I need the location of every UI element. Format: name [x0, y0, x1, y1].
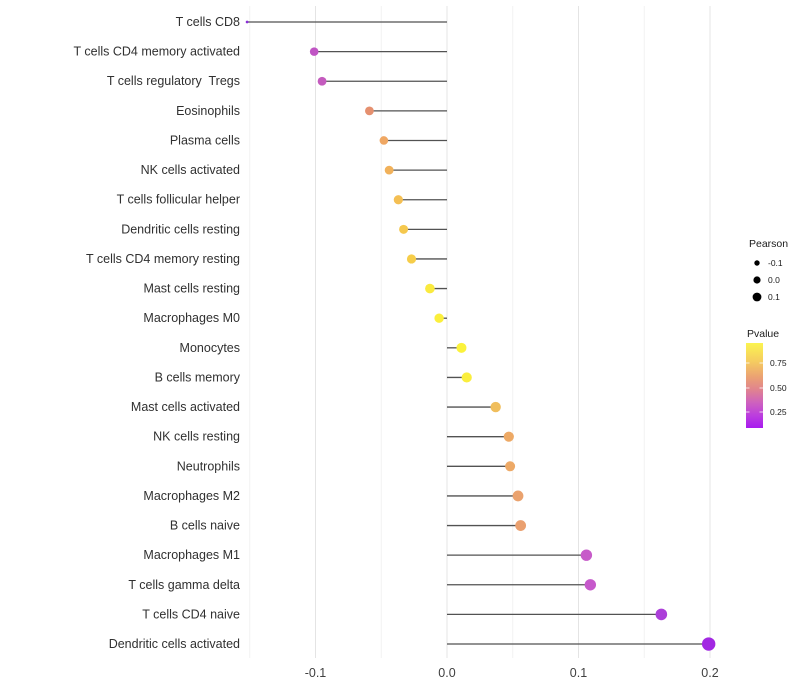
y-axis-label: B cells memory: [155, 370, 241, 384]
lollipop-dot: [515, 520, 527, 531]
y-axis-label: Mast cells resting: [143, 282, 240, 296]
y-axis-label: T cells follicular helper: [117, 193, 240, 207]
size-legend-dot: [752, 292, 762, 302]
colorbar-title: Pvalue: [747, 328, 779, 340]
size-legend-title: Pearson: [749, 238, 788, 250]
y-axis-label: Dendritic cells resting: [121, 222, 240, 236]
y-axis-label: NK cells resting: [153, 430, 240, 444]
size-legend-label: -0.1: [768, 258, 783, 268]
x-axis-tick-label: 0.1: [570, 666, 587, 680]
y-axis-label: B cells naive: [170, 519, 240, 533]
lollipop-dot: [434, 313, 444, 323]
y-axis-label: T cells regulatory Tregs: [107, 74, 240, 88]
y-axis-label: Macrophages M0: [143, 311, 240, 325]
lollipop-dot: [384, 165, 394, 175]
lollipop-dot: [317, 76, 327, 86]
lollipop-dot: [503, 431, 514, 442]
lollipop-dot: [655, 608, 668, 621]
x-axis-tick-label: -0.1: [305, 666, 327, 680]
lollipop-dot: [456, 342, 467, 353]
size-legend-dot: [753, 276, 761, 284]
lollipop-dot: [245, 20, 249, 24]
size-legend-dot: [754, 260, 760, 266]
lollipop-dot: [399, 224, 409, 234]
y-axis-label: Neutrophils: [177, 459, 240, 473]
lollipop-dot: [309, 47, 319, 56]
colorbar-tick-label: 0.50: [770, 383, 787, 393]
lollipop-dot: [701, 637, 716, 651]
y-axis-label: Macrophages M2: [143, 489, 240, 503]
lollipop-dot: [584, 579, 597, 591]
lollipop-dot: [490, 401, 501, 413]
y-axis-label: T cells CD4 naive: [142, 607, 240, 621]
lollipop-dot: [512, 490, 524, 502]
y-axis-label: Eosinophils: [176, 104, 240, 118]
x-axis-tick-label: 0.0: [438, 666, 455, 680]
colorbar-tick-label: 0.75: [770, 358, 787, 368]
lollipop-dot: [365, 106, 374, 116]
y-axis-label: Monocytes: [180, 341, 240, 355]
y-axis-label: T cells gamma delta: [128, 578, 240, 592]
size-legend-label: 0.0: [768, 275, 780, 285]
y-axis-label: T cells CD4 memory resting: [86, 252, 240, 266]
y-axis-label: Macrophages M1: [143, 548, 240, 562]
x-axis-tick-label: 0.2: [701, 666, 718, 680]
y-axis-label: Plasma cells: [170, 133, 240, 147]
y-axis-label: T cells CD4 memory activated: [74, 45, 241, 59]
colorbar: [746, 343, 763, 428]
lollipop-dot: [580, 549, 593, 561]
y-axis-label: NK cells activated: [141, 163, 240, 177]
lollipop-dot: [406, 254, 417, 264]
size-legend-label: 0.1: [768, 292, 780, 302]
colorbar-tick-label: 0.25: [770, 407, 787, 417]
lollipop-dot: [393, 195, 403, 205]
y-axis-label: Dendritic cells activated: [109, 637, 240, 651]
lollipop-dot: [425, 283, 435, 294]
lollipop-dot: [379, 136, 389, 145]
y-axis-label: Mast cells activated: [131, 400, 240, 414]
lollipop-dot: [505, 461, 516, 472]
lollipop-dot: [461, 372, 472, 383]
y-axis-label: T cells CD8: [176, 15, 240, 29]
